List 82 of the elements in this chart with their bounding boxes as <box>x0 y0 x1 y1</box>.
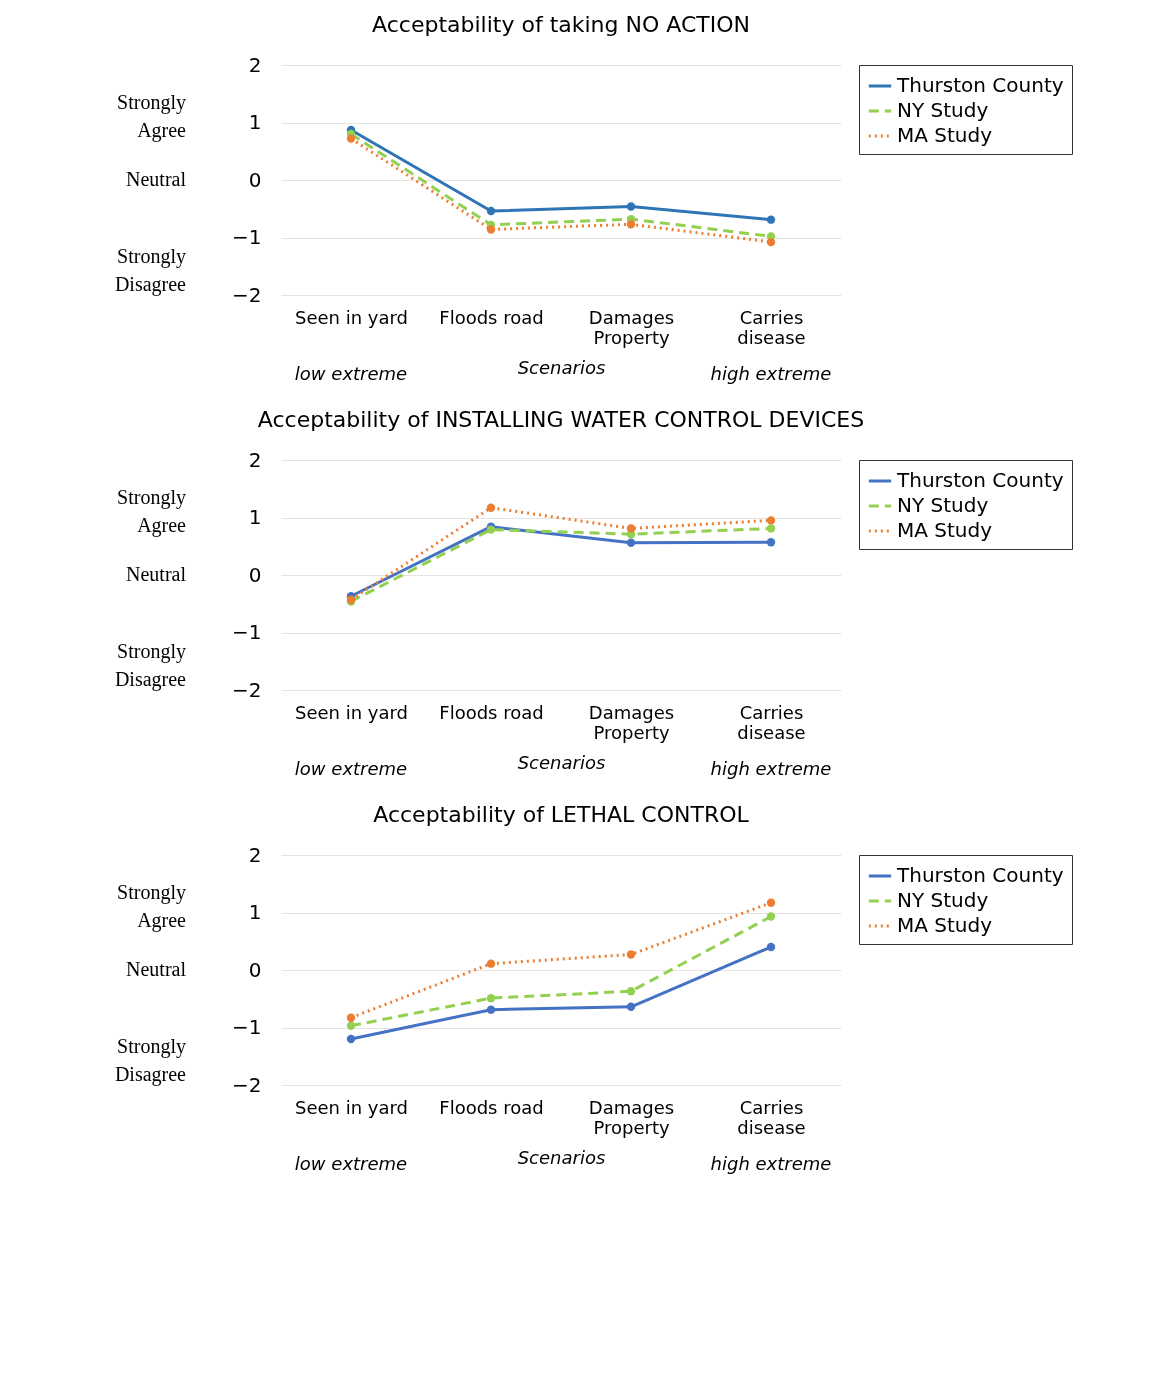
text: Strongly Disagree <box>114 639 187 691</box>
text: Strongly Agree <box>117 486 187 538</box>
point <box>766 942 776 952</box>
text: Strongly Disagree <box>114 1034 187 1086</box>
x-tick-label: Damages Property <box>588 701 675 743</box>
legend-label: Thurston County <box>896 863 1064 887</box>
legend-label: MA Study <box>897 913 993 937</box>
y-tick-label: −2 <box>232 677 262 702</box>
y-tick-label: 0 <box>248 957 262 982</box>
x-tick-label: Seen in yard <box>294 1096 409 1118</box>
y-tick-label: 2 <box>248 52 262 77</box>
point <box>766 898 776 907</box>
chart-title: Acceptability of LETHAL CONTROL <box>373 802 750 827</box>
text: low extreme <box>294 758 408 779</box>
point <box>486 994 496 1003</box>
x-tick-label: Carries disease <box>737 306 806 348</box>
text: Neutral <box>126 563 187 585</box>
legend-label: NY Study <box>897 98 989 122</box>
y-tick-label: −1 <box>232 1015 262 1039</box>
point <box>346 134 356 143</box>
point <box>766 215 776 224</box>
chart-title: Acceptability of INSTALLING WATER CONTROL DEVICES <box>257 407 865 432</box>
legend-label: NY Study <box>897 493 989 517</box>
point <box>626 1002 636 1011</box>
text: low extreme <box>294 363 408 384</box>
point <box>486 959 496 968</box>
point <box>766 516 776 525</box>
y-tick-label: 2 <box>248 447 262 472</box>
point <box>626 950 636 959</box>
y-tick-label: 1 <box>248 505 262 529</box>
point <box>486 503 496 512</box>
point <box>486 225 496 234</box>
chart-title: Acceptability of taking NO ACTION <box>372 12 750 37</box>
point <box>766 524 776 533</box>
x-tick-label: Seen in yard <box>294 306 409 328</box>
y-tick-label: 0 <box>248 562 262 587</box>
text: high extreme <box>710 1153 832 1174</box>
point <box>626 220 636 229</box>
point <box>766 912 776 921</box>
text: Strongly Disagree <box>114 244 187 296</box>
y-tick-label: −2 <box>232 1072 262 1097</box>
x-axis-title: Scenarios <box>517 356 606 378</box>
point <box>626 524 636 533</box>
x-tick-label: Floods road <box>439 701 544 723</box>
point <box>766 538 776 547</box>
x-tick-label: Floods road <box>439 1096 544 1118</box>
x-tick-label: Floods road <box>439 306 544 328</box>
y-tick-label: 1 <box>248 900 262 924</box>
point <box>626 202 636 211</box>
y-tick-label: 0 <box>248 167 262 192</box>
point <box>486 206 496 216</box>
x-tick-label: Damages Property <box>588 1096 675 1138</box>
text: high extreme <box>710 758 832 779</box>
y-tick-label: −1 <box>232 620 262 644</box>
legend-label: Thurston County <box>896 73 1064 97</box>
point <box>346 1013 356 1022</box>
text: Neutral <box>126 168 187 190</box>
x-axis-title: Scenarios <box>517 751 606 773</box>
legend-label: NY Study <box>897 888 989 912</box>
point <box>486 1005 496 1014</box>
x-tick-label: Damages Property <box>588 306 675 348</box>
text: Neutral <box>126 958 187 980</box>
x-axis-title: Scenarios <box>517 1146 606 1168</box>
text: low extreme <box>294 1153 408 1174</box>
legend-label: MA Study <box>897 123 993 147</box>
text: high extreme <box>710 363 832 384</box>
y-tick-label: 2 <box>248 842 262 867</box>
point <box>626 538 636 547</box>
y-tick-label: −2 <box>232 282 262 307</box>
y-tick-label: −1 <box>232 225 262 249</box>
text: Strongly Agree <box>117 881 187 933</box>
x-tick-label: Seen in yard <box>294 701 409 723</box>
point <box>346 1034 356 1044</box>
point <box>346 1021 356 1030</box>
text: Strongly Agree <box>117 91 187 143</box>
y-tick-label: 1 <box>248 110 262 134</box>
point <box>626 987 636 996</box>
x-tick-label: Carries disease <box>737 701 806 743</box>
point <box>766 237 776 247</box>
legend-label: MA Study <box>897 518 993 542</box>
legend-label: Thurston County <box>896 468 1064 492</box>
x-tick-label: Carries disease <box>737 1096 806 1138</box>
